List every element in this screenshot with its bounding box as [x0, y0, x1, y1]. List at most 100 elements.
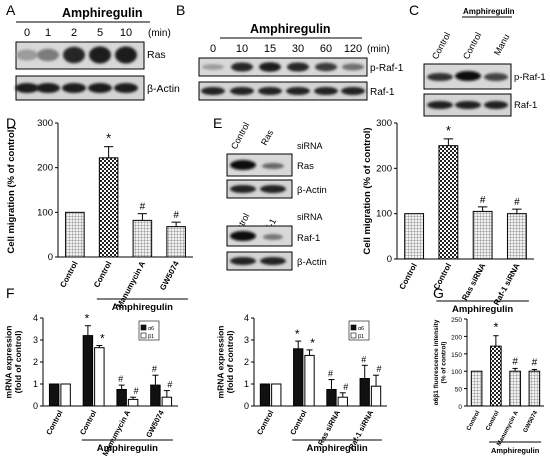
bar — [98, 157, 119, 258]
bar — [509, 370, 521, 407]
group-label: Amphiregulin — [97, 443, 158, 454]
panel-d-letter: D — [6, 115, 16, 131]
band — [263, 234, 283, 240]
bar — [370, 385, 382, 407]
category-label: Raf-1 siRNA — [492, 262, 522, 307]
y-tick-label: 1 — [33, 379, 38, 389]
panel-b: B Amphiregulin 0 10 15 30 60 120 (min) p-Raf-… — [176, 2, 404, 101]
bar — [337, 396, 348, 407]
band — [484, 101, 508, 109]
category-label: GW5074 — [144, 408, 166, 439]
panel-a-treatment-label: Amphiregulin — [62, 6, 143, 20]
bar — [438, 145, 459, 260]
y-tick-label: 100 — [37, 207, 53, 218]
band — [15, 83, 39, 93]
significance-marker: * — [310, 336, 315, 350]
bar — [304, 354, 315, 407]
band — [262, 163, 284, 169]
panel-c-raf-label: Raf-1 — [514, 100, 537, 111]
band — [201, 87, 225, 95]
band — [88, 83, 112, 93]
time-label: 10 — [236, 43, 248, 55]
panel-e-ras-label: Ras — [297, 161, 314, 172]
panel-c: C Amphiregulin Control Control Manu p-Ra… — [409, 2, 546, 117]
y-axis-title: mRNA expression(fold of control) — [3, 326, 23, 399]
panel-b-letter: B — [176, 2, 185, 18]
y-tick-label: 3 — [33, 335, 38, 345]
category-label: GW5074 — [523, 410, 540, 434]
y-axis-title-line: mRNA expression — [3, 326, 13, 399]
panel-e-actin-label: β-Actin — [297, 185, 327, 196]
band — [231, 62, 253, 72]
y-axis-title-line: mRNA expression — [215, 326, 225, 399]
y-tick-label: 4 — [244, 313, 249, 323]
panel-b-unit: (min) — [367, 44, 390, 55]
panel-c-lane-label: Control — [461, 31, 483, 61]
band — [230, 257, 256, 265]
y-tick-label: 0 — [48, 252, 53, 263]
significance-marker: * — [100, 332, 105, 346]
panel-b-treatment-label: Amphiregulin — [250, 22, 331, 36]
y-tick-label: 3 — [244, 335, 249, 345]
band — [62, 83, 86, 93]
group-label: Amphiregulin — [452, 304, 513, 315]
y-tick-label: 50 — [455, 387, 463, 394]
y-tick-label: 150 — [451, 352, 462, 359]
category-label: Control — [44, 409, 64, 437]
y-tick-label: 4 — [33, 313, 38, 323]
category-label: Control — [58, 260, 79, 289]
legend-label: β1 — [358, 334, 364, 340]
y-axis-title: Cell migration (% of control) — [362, 127, 373, 254]
band — [287, 62, 309, 72]
y-axis-title-line: (% of control) — [441, 342, 448, 384]
bar — [161, 396, 173, 407]
panel-e-lane-label: Ras — [259, 128, 276, 147]
time-label: 0 — [210, 43, 216, 55]
y-axis-title-line: (fold of control) — [225, 330, 235, 393]
time-label: 30 — [292, 43, 304, 55]
y-tick-label: 2 — [244, 357, 249, 367]
y-axis-title: Cell migration (% of control) — [6, 126, 17, 253]
band — [342, 63, 364, 71]
bar — [359, 378, 370, 407]
panel-c-treatment-label: Amphiregulin — [463, 7, 515, 16]
panel-b-praf-label: p-Raf-1 — [370, 63, 404, 74]
y-tick-label: 100 — [376, 209, 392, 220]
panel-e-ras-blot — [226, 153, 293, 177]
significance-marker: # — [140, 202, 146, 213]
chart-g: 0 50 100 150 200 250 α6β1 fluorescence intensi… — [433, 317, 544, 455]
bar — [293, 348, 304, 407]
significance-marker: * — [446, 123, 451, 138]
time-label: 120 — [344, 43, 362, 55]
significance-marker: # — [152, 364, 157, 374]
chart-d: 0 100 200 300 Cell migration (% of control) *… — [6, 118, 193, 313]
time-label: 60 — [320, 43, 332, 55]
panel-c-letter: C — [409, 2, 419, 18]
category-label: Ras siRNA — [316, 408, 342, 447]
category-label: Ras siRNA — [460, 262, 487, 303]
category-label: Control — [485, 410, 500, 432]
bar — [65, 211, 85, 258]
time-label: 10 — [120, 27, 132, 39]
band — [315, 62, 337, 72]
panel-e-sirna-label: siRNA — [297, 141, 323, 151]
category-label: Control — [288, 409, 308, 437]
bar — [150, 384, 161, 407]
bar — [490, 345, 502, 407]
band — [63, 46, 85, 64]
band — [115, 46, 137, 64]
panel-f-letter: F — [6, 285, 15, 301]
y-tick-label: 250 — [451, 317, 462, 324]
bar — [470, 370, 483, 407]
band — [89, 46, 111, 64]
panel-a-unit: (min) — [148, 28, 171, 39]
panel-e-blots: E Control Ras siRNA Ras β-Actin Control … — [213, 115, 327, 271]
panel-e-actin-blot — [226, 179, 293, 199]
panel-a-actin-label: β-Actin — [147, 83, 180, 95]
significance-marker: # — [532, 357, 538, 368]
significance-marker: # — [134, 386, 139, 396]
y-axis-title: α6β1 fluorescence intensity(% of control… — [433, 319, 447, 405]
band — [16, 49, 38, 61]
band — [258, 87, 282, 95]
